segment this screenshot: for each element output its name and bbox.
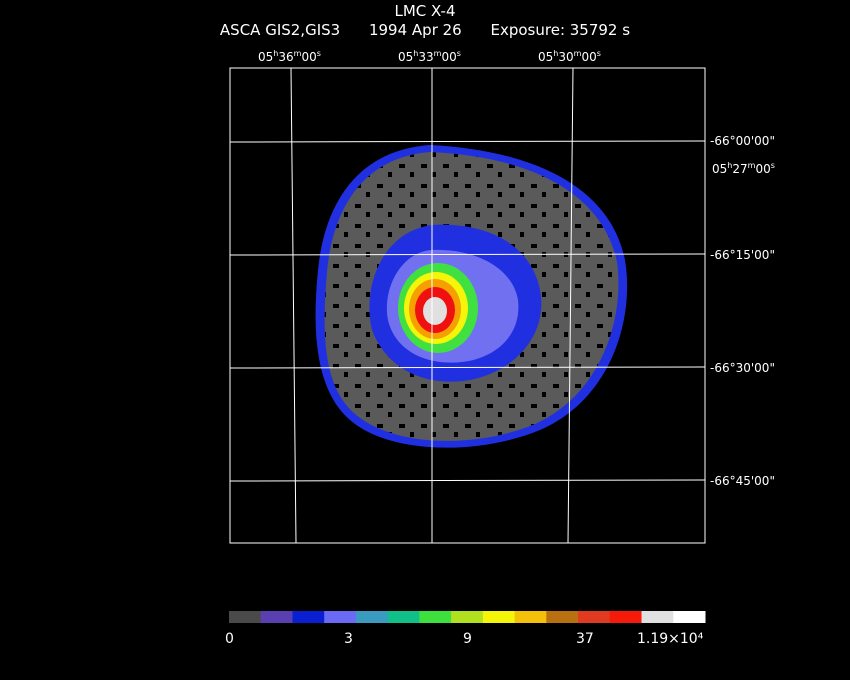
dec-label-3: -66°30'00" [710,361,775,375]
ra-label-4: 05h27m00s [712,161,775,176]
colorbar [229,611,706,623]
colorbar-swatch [260,611,293,623]
colorbar-swatch [451,611,484,623]
colorbar-swatch [387,611,420,623]
coordinate-grid [229,67,706,544]
colorbar-swatch [578,611,611,623]
colorbar-swatch [514,611,547,623]
colorbar-label-9: 9 [463,631,472,647]
colorbar-swatch [641,611,674,623]
ra-label-2: 05h33m00s [398,49,461,64]
dec-label-2: -66°15'00" [710,248,775,262]
dec-label-4: -66°45'00" [710,474,775,488]
ra-label-1: 05h36m00s [258,49,321,64]
colorbar-label-max: 1.19×10⁴ [637,631,704,647]
colorbar-swatch [355,611,389,623]
date-label: 1994 Apr 26 [368,21,462,39]
image-frame [229,67,706,544]
colorbar-swatch [292,611,325,623]
exposure-label: Exposure: 35792 s [490,21,631,39]
colorbar-swatch [229,611,262,623]
colorbar-swatch [673,611,706,623]
colorbar-swatch [324,611,357,623]
colorbar-swatch [609,611,643,623]
colorbar-swatch [546,611,579,623]
ra-label-3: 05h30m00s [538,49,601,64]
colorbar-swatch [419,611,452,623]
dec-label-1: -66°00'00" [710,134,775,148]
colorbar-label-min: 0 [225,631,234,647]
colorbar-label-37: 37 [576,631,594,647]
colorbar-swatch [482,611,516,623]
image-title: LMC X-4 [394,2,456,20]
instrument-label: ASCA GIS2,GIS3 [219,21,341,39]
colorbar-label-3: 3 [344,631,353,647]
observation-info: ASCA GIS2,GIS3 1994 Apr 26 Exposure: 357… [0,21,850,39]
source-core [423,297,447,325]
